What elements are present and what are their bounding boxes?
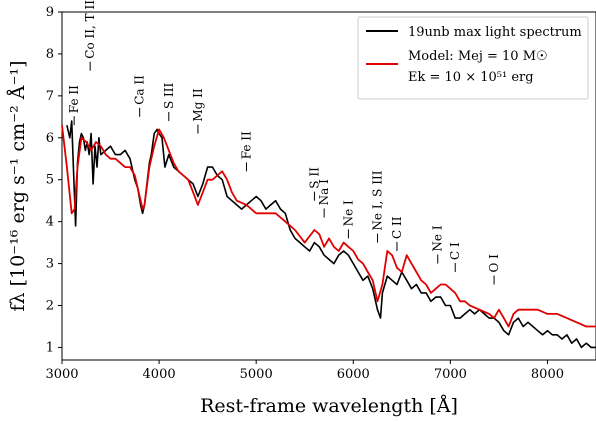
- line-label: Ca II: [133, 75, 147, 105]
- legend: 19unb max light spectrum Model: Mej = 10…: [357, 16, 589, 100]
- axis-ticks: 3000 4000 5000 6000 7000 8000 1 2 3 4 5 6 7 8 9: [45, 5, 564, 382]
- y-tick-label: 1: [46, 340, 54, 355]
- y-axis-label: fλ [10⁻¹⁶ erg s⁻¹ cm⁻² Å⁻¹]: [7, 60, 29, 311]
- series-model-spectrum: [61, 125, 596, 328]
- x-tick-label: 5000: [240, 367, 273, 382]
- x-tick-label: 7000: [434, 367, 467, 382]
- y-tick-label: 6: [46, 131, 54, 146]
- series-layer: [61, 120, 596, 349]
- line-label: C II: [390, 216, 404, 239]
- y-tick-label: 7: [46, 89, 54, 104]
- x-tick-label: 8000: [531, 367, 564, 382]
- legend-box: [357, 16, 589, 100]
- x-tick-label: 4000: [143, 367, 176, 382]
- y-tick-label: 3: [46, 257, 54, 272]
- line-label: Na I: [317, 179, 331, 205]
- line-label: O I: [487, 254, 501, 273]
- line-label: Ne I: [341, 200, 355, 226]
- line-label: S II: [307, 167, 321, 189]
- line-label: Ne I, S III: [371, 170, 385, 230]
- line-label: Mg II: [191, 88, 205, 122]
- line-label: Ne I: [431, 225, 445, 251]
- y-tick-label: 4: [46, 215, 54, 230]
- line-label: Co II, T III: [83, 0, 97, 59]
- y-tick-label: 8: [46, 47, 54, 62]
- line-label: S III: [162, 82, 176, 109]
- line-annotations: Fe II Co II, T III Ca II S III Mg II Fe II S I…: [67, 0, 501, 285]
- line-label: Fe II: [240, 131, 254, 159]
- y-tick-label: 2: [46, 298, 54, 313]
- line-label: C I: [448, 242, 462, 260]
- y-tick-label: 5: [46, 173, 54, 188]
- y-tick-label: 9: [46, 5, 54, 20]
- x-tick-label: 6000: [337, 367, 370, 382]
- legend-label-model-line2: Ek = 10 × 10⁵¹ erg: [408, 70, 534, 85]
- legend-label-model-line1: Model: Mej = 10 M☉: [408, 49, 548, 64]
- x-axis-label: Rest-frame wavelength [Å]: [200, 395, 458, 417]
- line-label: Fe II: [67, 85, 81, 113]
- x-tick-label: 3000: [45, 367, 78, 382]
- legend-label-observed: 19unb max light spectrum: [408, 25, 582, 40]
